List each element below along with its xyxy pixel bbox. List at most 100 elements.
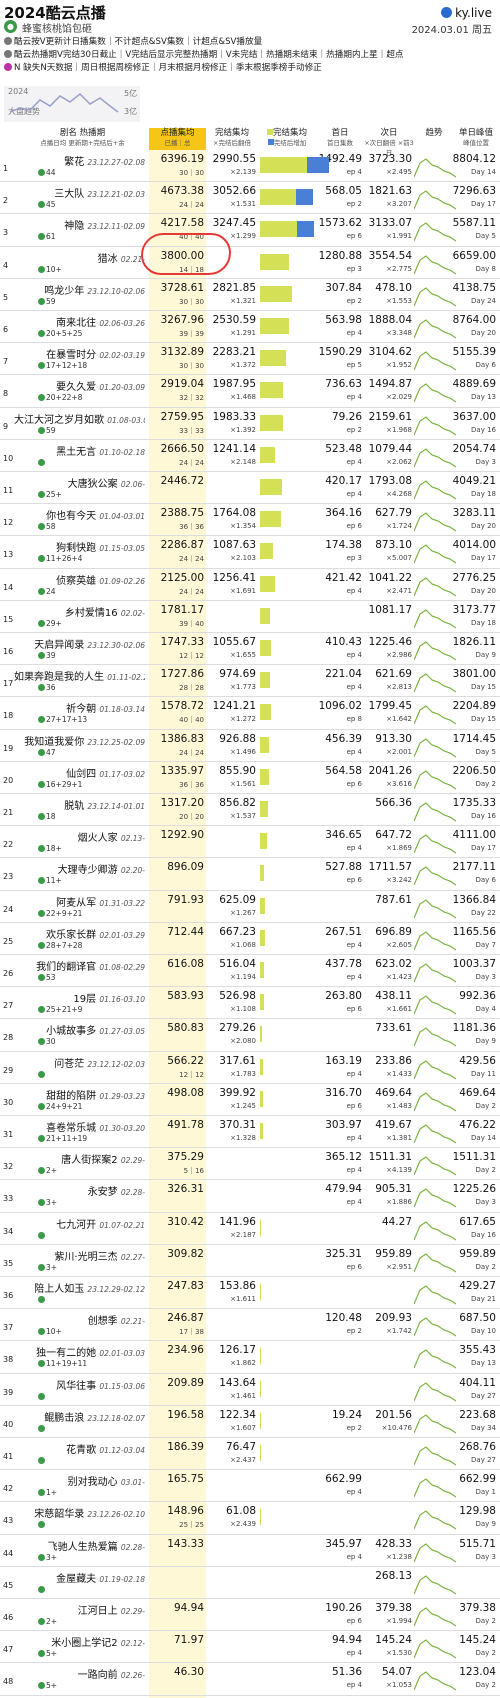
table-row[interactable]: 28 小城故事多 01.27-03.05 30 580.83 279.26 ×2…	[0, 1019, 500, 1052]
table-row[interactable]: 25 欢乐家长群 02.01-03.29 28+7+28 712.44 667.…	[0, 923, 500, 955]
table-row[interactable]: 31 喜卷常乐城 01.30-03.20 21+11+19 491.78 370…	[0, 1116, 500, 1149]
drama-name[interactable]: 黑土无言 01.10-02.18	[14, 443, 145, 458]
drama-name[interactable]: 别对我动心 03.01-	[14, 1473, 145, 1488]
drama-name[interactable]: 仙剑四 01.17-03.02	[14, 765, 145, 780]
drama-name[interactable]: 宋慈韶华录 23.12.26-02.10	[14, 1505, 145, 1520]
drama-name[interactable]: 猎冰 02.21-	[14, 250, 145, 265]
table-row[interactable]: 8 要久久爱 01.20-03.09 20+22+8 2919.04 32｜32…	[0, 375, 500, 408]
table-row[interactable]: 11 大唐狄公案 02.06- 25+ 2446.72 420.17 ep 4 …	[0, 472, 500, 505]
drama-name[interactable]: 唐人街探案2 02.29-	[14, 1151, 145, 1166]
drama-name[interactable]: 大江大河之岁月如歌 01.08-03.01	[14, 411, 145, 426]
table-row[interactable]: 4 猎冰 02.21- 10+ 3800.00 14｜18 1280.88 ep…	[0, 247, 500, 279]
table-row[interactable]: 1 繁花 23.12.27-02.08 44 6396.19 30｜30 299…	[0, 150, 500, 183]
drama-name[interactable]: 要久久爱 01.20-03.09	[14, 378, 145, 393]
drama-name[interactable]: 我们的翻译官 01.08-02.29	[14, 958, 145, 973]
drama-name[interactable]: 在暴雪时分 02.02-03.19	[14, 346, 145, 361]
drama-name[interactable]: 喜卷常乐城 01.30-03.20	[14, 1119, 145, 1134]
drama-name[interactable]: 脱轨 23.12.14-01.01	[14, 797, 145, 812]
drama-name[interactable]: 飞驰人生热爱篇 02.28-	[14, 1538, 145, 1553]
drama-name[interactable]: 南来北往 02.06-03.26	[14, 314, 145, 329]
drama-name[interactable]: 侦察英雄 01.09-02.26	[14, 572, 145, 587]
drama-name[interactable]: 鲲鹏击浪 23.12.18-02.07	[14, 1409, 145, 1424]
table-row[interactable]: 23 大理寺少卿游 02.20- 11+ 896.09 527.88 ep 6 …	[0, 858, 500, 891]
table-row[interactable]: 3 神隐 23.12.11-02.09 61 4217.58 40｜40 324…	[0, 214, 500, 247]
table-row[interactable]: 35 紫川·光明三杰 02.27- 3+ 309.82 325.31 ep 6 …	[0, 1245, 500, 1277]
table-row[interactable]: 44 飞驰人生热爱篇 02.28- 3+ 143.33 345.97 ep 4 …	[0, 1535, 500, 1567]
table-row[interactable]: 7 在暴雪时分 02.02-03.19 17+12+18 3132.89 30｜…	[0, 343, 500, 376]
drama-name[interactable]: 天启异闻录 23.12.30-02.06	[14, 636, 145, 651]
drama-name[interactable]: 小城故事多 01.27-03.05	[14, 1022, 145, 1037]
table-row[interactable]: 27 19层 01.16-03.10 25+21+9 583.93 526.98…	[0, 987, 500, 1020]
table-row[interactable]: 18 祈今朝 01.18-03.14 27+17+13 1578.72 40｜4…	[0, 697, 500, 730]
table-row[interactable]: 47 米小圈上学记2 02.12- 5+ 71.97 94.94 ep 4 14…	[0, 1631, 500, 1664]
peak-position: Day 2	[475, 1681, 496, 1690]
table-row[interactable]: 26 我们的翻译官 01.08-02.29 53 616.08 516.04 ×…	[0, 955, 500, 988]
drama-name[interactable]: 永安梦 02.28-	[14, 1183, 145, 1198]
table-row[interactable]: 24 阿麦从军 01.31-03.22 22+9+21 791.93 625.0…	[0, 891, 500, 923]
table-row[interactable]: 42 别对我动心 03.01- 1+ 165.75 662.99 ep 4 66…	[0, 1470, 500, 1503]
table-row[interactable]: 37 创想季 02.21- 10+ 246.87 17｜38 120.48 ep…	[0, 1309, 500, 1342]
table-row[interactable]: 48 一路向前 02.26- 5+ 46.30 51.36 ep 4 54.07…	[0, 1663, 500, 1696]
drama-name[interactable]: 19层 01.16-03.10	[14, 990, 145, 1005]
drama-name[interactable]: 你也有今天 01.04-03.01	[14, 507, 145, 522]
table-row[interactable]: 32 唐人街探案2 02.29- 2+ 375.29 5｜16 365.12 e…	[0, 1148, 500, 1181]
drama-name[interactable]: 欢乐家长群 02.01-03.29	[14, 926, 145, 941]
drama-name[interactable]: 繁花 23.12.27-02.08	[14, 153, 145, 168]
brand[interactable]: ky.live	[441, 6, 492, 20]
table-row[interactable]: 34 七九河开 01.07-02.21 310.42 141.96 ×2.187…	[0, 1213, 500, 1245]
drama-name[interactable]: 神隐 23.12.11-02.09	[14, 217, 145, 232]
drama-name[interactable]: 米小圈上学记2 02.12-	[14, 1634, 145, 1649]
table-row[interactable]: 15 乡村爱情16 02.02- 29+ 1781.17 39｜40 1081.…	[0, 601, 500, 633]
drama-name[interactable]: 祈今朝 01.18-03.14	[14, 700, 145, 715]
table-row[interactable]: 12 你也有今天 01.04-03.01 58 2388.75 36｜36 17…	[0, 504, 500, 537]
peak-value: 662.99	[459, 1473, 496, 1486]
table-row[interactable]: 43 宋慈韶华录 23.12.26-02.10 148.96 25｜25 61.…	[0, 1502, 500, 1535]
drama-name[interactable]: 乡村爱情16 02.02-	[14, 604, 145, 619]
table-row[interactable]: 33 永安梦 02.28- 3+ 326.31 479.94 ep 4 905.…	[0, 1180, 500, 1213]
table-row[interactable]: 16 天启异闻录 23.12.30-02.06 39 1747.33 12｜12…	[0, 633, 500, 666]
table-row[interactable]: 46 江河日上 02.29- 2+ 94.94 190.26 ep 6 379.…	[0, 1599, 500, 1632]
drama-name[interactable]: 甜甜的陷阱 01.29-03.23	[14, 1087, 145, 1102]
drama-name[interactable]: 花青歌 01.12-03.04	[14, 1441, 145, 1456]
drama-name[interactable]: 大唐狄公案 02.06-	[14, 475, 145, 490]
drama-name[interactable]: 风华往事 01.15-03.06	[14, 1377, 145, 1392]
drama-name[interactable]: 陪上人如玉 23.12.29-02.12	[14, 1280, 145, 1295]
drama-name[interactable]: 七九河开 01.07-02.21	[14, 1216, 145, 1231]
table-row[interactable]: 40 鲲鹏击浪 23.12.18-02.07 196.58 122.34 ×1.…	[0, 1406, 500, 1438]
table-row[interactable]: 10 黑土无言 01.10-02.18 2666.50 24｜24 1241.1…	[0, 440, 500, 472]
table-row[interactable]: 38 独一有二的她 02.01-03.03 11+19+11 234.96 12…	[0, 1341, 500, 1374]
drama-name[interactable]: 独一有二的她 02.01-03.03	[14, 1344, 145, 1359]
table-row[interactable]: 6 南来北往 02.06-03.26 20+5+25 3267.96 39｜39…	[0, 311, 500, 344]
drama-name[interactable]: 紫川·光明三杰 02.27-	[14, 1248, 145, 1263]
drama-name[interactable]: 阿麦从军 01.31-03.22	[14, 894, 145, 909]
first-day-ep: ep 4	[346, 1198, 362, 1207]
drama-name[interactable]: 创想季 02.21-	[14, 1312, 145, 1327]
table-row[interactable]: 36 陪上人如玉 23.12.29-02.12 247.83 153.86 ×1…	[0, 1277, 500, 1310]
table-row[interactable]: 9 大江大河之岁月如歌 01.08-03.01 59 2759.95 33｜33…	[0, 408, 500, 440]
table-row[interactable]: 17 如果奔跑是我的人生 01.11-02.22 36 1727.86 28｜2…	[0, 665, 500, 698]
table-row[interactable]: 13 狗剩快跑 01.15-03.05 11+26+4 2286.87 24｜2…	[0, 536, 500, 569]
table-row[interactable]: 21 脱轨 23.12.14-01.01 18 1317.20 20｜20 85…	[0, 794, 500, 827]
drama-name[interactable]: 三大队 23.12.21-02.03	[14, 185, 145, 200]
drama-name[interactable]: 大理寺少卿游 02.20-	[14, 861, 145, 876]
table-row[interactable]: 5 鸣龙少年 23.12.10-02.06 59 3728.61 30｜30 2…	[0, 279, 500, 311]
drama-name[interactable]: 我知道我爱你 23.12.25-02.09	[14, 733, 145, 748]
drama-name[interactable]: 一路向前 02.26-	[14, 1666, 145, 1681]
drama-name[interactable]: 如果奔跑是我的人生 01.11-02.22	[14, 668, 145, 683]
table-row[interactable]: 22 烟火人家 02.13- 18+ 1292.90 346.65 ep 4 6…	[0, 826, 500, 859]
drama-name[interactable]: 江河日上 02.29-	[14, 1602, 145, 1617]
table-row[interactable]: 29 问苍茫 23.12.12-02.03 566.22 12｜12 317.6…	[0, 1052, 500, 1084]
drama-name[interactable]: 问苍茫 23.12.12-02.03	[14, 1055, 145, 1070]
drama-name[interactable]: 烟火人家 02.13-	[14, 829, 145, 844]
table-row[interactable]: 41 花青歌 01.12-03.04 186.39 76.47 ×2.437 2…	[0, 1438, 500, 1471]
table-row[interactable]: 19 我知道我爱你 23.12.25-02.09 47 1386.83 24｜2…	[0, 730, 500, 762]
table-row[interactable]: 20 仙剑四 01.17-03.02 16+29+1 1335.97 36｜36…	[0, 762, 500, 794]
drama-name[interactable]: 金屋藏夫 01.19-02.18	[14, 1570, 145, 1585]
table-row[interactable]: 14 侦察英雄 01.09-02.26 24 2125.00 24｜24 125…	[0, 569, 500, 601]
drama-name[interactable]: 鸣龙少年 23.12.10-02.06	[14, 282, 145, 297]
drama-name[interactable]: 狗剩快跑 01.15-03.05	[14, 539, 145, 554]
table-row[interactable]: 30 甜甜的陷阱 01.29-03.23 24+9+21 498.08 399.…	[0, 1084, 500, 1116]
table-row[interactable]: 45 金屋藏夫 01.19-02.18 268.13	[0, 1567, 500, 1599]
table-row[interactable]: 39 风华往事 01.15-03.06 209.89 143.64 ×1.461…	[0, 1374, 500, 1406]
table-row[interactable]: 2 三大队 23.12.21-02.03 45 4673.38 24｜24 30…	[0, 182, 500, 215]
